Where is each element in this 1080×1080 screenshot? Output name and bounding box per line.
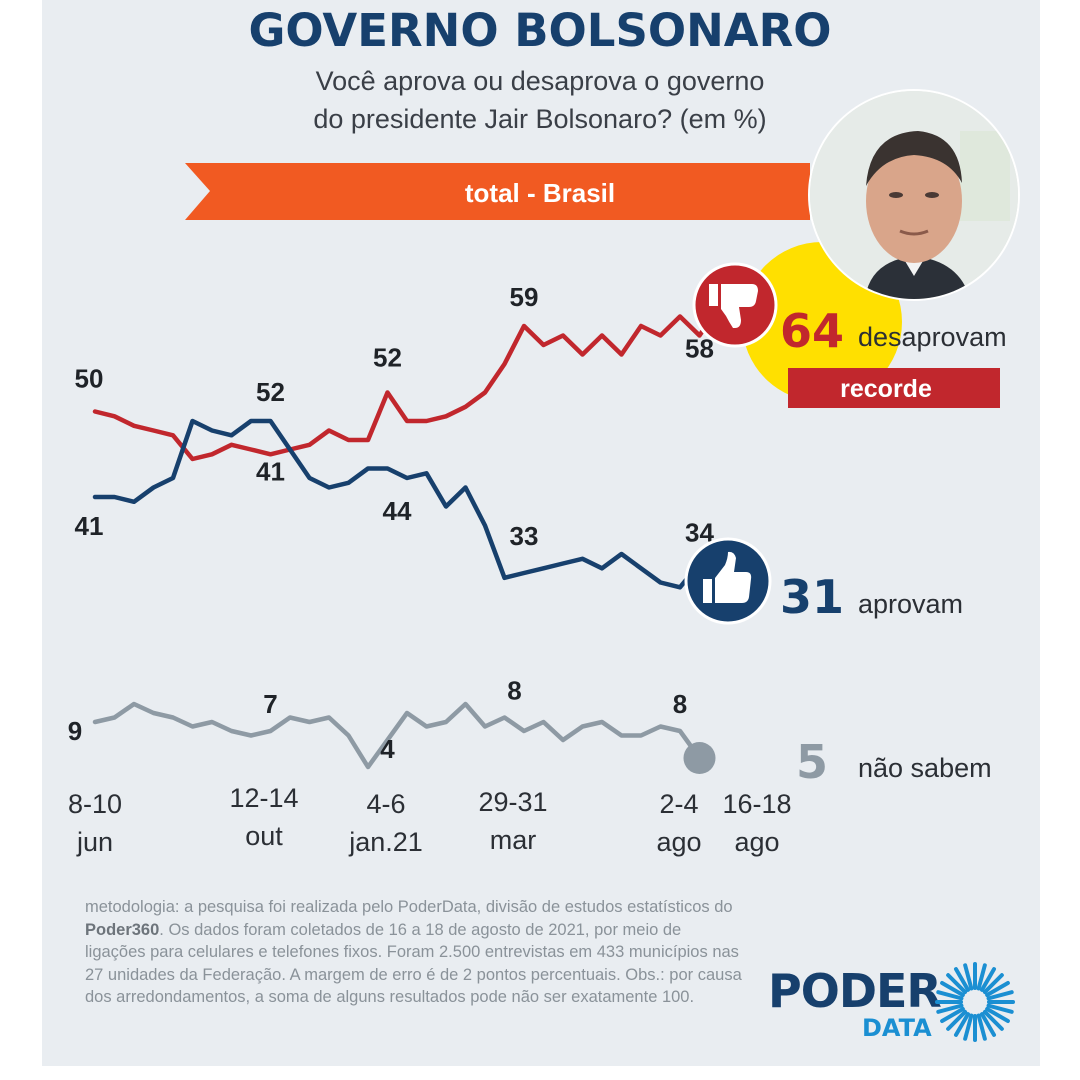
- logo-ray: [963, 1013, 974, 1041]
- x-axis-label: ago: [734, 827, 779, 857]
- x-axis-label: ago: [656, 827, 701, 857]
- x-axis-labels: 8-10 jun 12-14 out 4-6 jan.21 29-31 mar 2-4 ago 16…: [68, 783, 792, 857]
- logo-ray: [946, 973, 968, 995]
- methodology-note: metodologia: a pesquisa foi realizada pe…: [85, 896, 745, 1009]
- nao-sabem-end-dot: [683, 742, 716, 774]
- series-layer: [92, 276, 741, 774]
- portrait-photo: [808, 89, 1020, 301]
- desaprovam-final-value: 64: [780, 304, 844, 358]
- thumbs-up-icon: [684, 537, 772, 625]
- logo-ray: [940, 981, 965, 997]
- banner-label: total - Brasil: [465, 178, 615, 208]
- aprovam-data-label: 41: [75, 511, 104, 541]
- desaprovam-label: desaprovam: [858, 322, 1007, 352]
- logo-ray: [982, 1009, 1004, 1031]
- survey-question-line-1: Você aprova ou desaprova o governo: [315, 66, 765, 96]
- logo-ray: [985, 1007, 1010, 1023]
- x-axis-label: 8-10: [68, 789, 122, 819]
- logo-ray: [986, 990, 1014, 1001]
- nao-sabem-label: não sabem: [858, 753, 992, 783]
- logo-ray: [954, 967, 970, 992]
- logo-ray: [954, 1012, 970, 1037]
- desaprovam-data-label: 50: [75, 364, 104, 394]
- logo-ray: [976, 963, 987, 991]
- logo-ray: [976, 1013, 987, 1041]
- logo-ray: [940, 1007, 965, 1023]
- brand-name: PODER: [768, 964, 942, 1018]
- logo-ray: [985, 981, 1010, 997]
- logo-ray: [963, 963, 974, 991]
- nao-sabem-data-label: 8: [507, 676, 521, 706]
- x-axis-label: jun: [76, 827, 113, 857]
- desaprovam-line: [92, 276, 741, 462]
- desaprovam-data-label: 52: [373, 343, 402, 373]
- x-axis-label: 29-31: [478, 787, 547, 817]
- aprovam-data-label: 33: [510, 521, 539, 551]
- logo-ray: [936, 1003, 964, 1014]
- x-axis-label: mar: [490, 825, 537, 855]
- logo-ray: [936, 990, 964, 1001]
- aprovam-label: aprovam: [858, 589, 963, 619]
- x-axis-label: 2-4: [659, 789, 698, 819]
- logo-ray: [980, 967, 996, 992]
- recorde-badge-bg: [788, 368, 1000, 408]
- thumbs-down-icon: [692, 262, 778, 348]
- x-axis-label: jan.21: [348, 827, 423, 857]
- aprovam-data-label: 44: [383, 496, 412, 526]
- nao-sabem-data-label: 7: [263, 689, 277, 719]
- desaprovam-data-label: 59: [510, 282, 539, 312]
- aprovam-data-label: 52: [256, 377, 285, 407]
- methodology-bold: Poder360: [85, 920, 160, 939]
- banner-ribbon: [185, 163, 810, 220]
- methodology-text-2: . Os dados foram coletados de 16 a 18 de…: [85, 920, 742, 1007]
- x-axis-label: 4-6: [366, 789, 405, 819]
- methodology-text-1: metodologia: a pesquisa foi realizada pe…: [85, 898, 733, 916]
- x-axis-label: 12-14: [229, 783, 298, 813]
- brand-sub: DATA: [862, 1014, 932, 1042]
- nao-sabem-data-label: 8: [673, 689, 687, 719]
- desaprovam-data-label: 41: [256, 456, 285, 486]
- logo-ray: [986, 1003, 1014, 1014]
- nao-sabem-final-value: 5: [796, 735, 828, 789]
- survey-question-line-2: do presidente Jair Bolsonaro? (em %): [313, 104, 767, 134]
- logo-ray: [980, 1012, 996, 1037]
- logo-ray: [946, 1009, 968, 1031]
- page-title: GOVERNO BOLSONARO: [248, 4, 832, 57]
- x-axis-label: 16-18: [722, 789, 791, 819]
- x-axis-label: out: [245, 821, 283, 851]
- poderdata-sunburst-logo: [935, 962, 1015, 1042]
- nao-sabem-data-label: 4: [380, 734, 395, 764]
- aprovam-final-value: 31: [780, 570, 844, 624]
- nao-sabem-data-label: 9: [68, 716, 82, 746]
- recorde-badge: recorde: [840, 375, 932, 403]
- logo-ray: [982, 973, 1004, 995]
- nao-sabem-line: [92, 701, 702, 770]
